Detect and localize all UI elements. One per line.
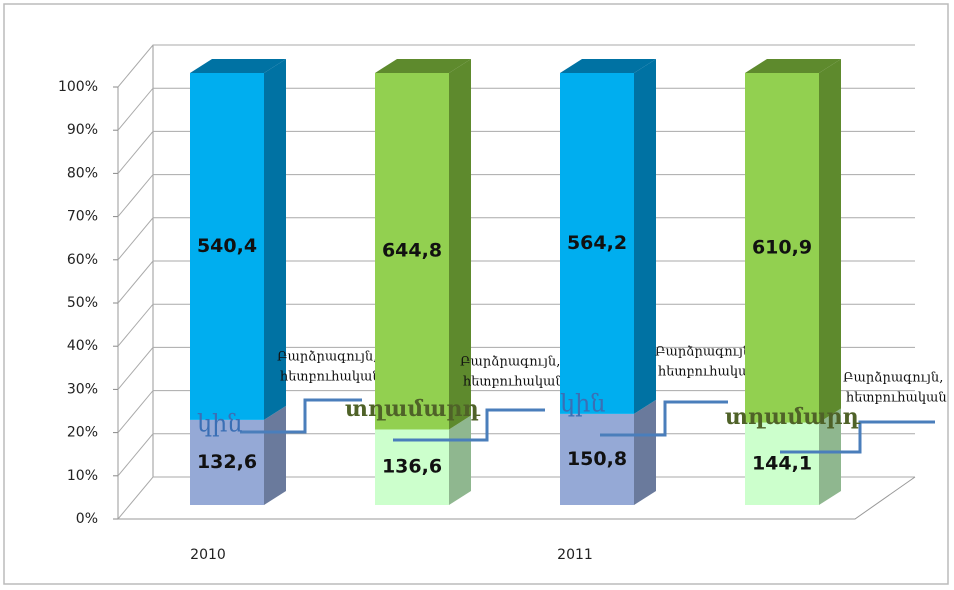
annotation: Բարձրագույն, bbox=[655, 345, 755, 360]
grid-line bbox=[117, 346, 915, 390]
data-label: 150,8 bbox=[567, 448, 627, 470]
annotation: հետբուհական bbox=[846, 391, 947, 406]
x-tick-label: 2010 bbox=[190, 547, 226, 563]
floor bbox=[118, 476, 916, 520]
grid-line bbox=[117, 260, 915, 304]
bar-top bbox=[560, 59, 656, 73]
bar-side bbox=[264, 405, 286, 505]
data-label: 610,9 bbox=[752, 236, 812, 258]
grid-line bbox=[117, 44, 915, 88]
annotation-line bbox=[393, 408, 545, 442]
grid-line bbox=[117, 87, 915, 131]
data-label: 644,8 bbox=[382, 240, 442, 262]
grid-line bbox=[117, 174, 915, 217]
annotation-line bbox=[600, 400, 728, 437]
bar bbox=[190, 73, 264, 420]
grid-line bbox=[117, 476, 915, 520]
data-label: 136,6 bbox=[382, 456, 442, 478]
series-name: տղամարդ bbox=[345, 396, 480, 422]
bar-side bbox=[634, 59, 656, 414]
annotation-line bbox=[780, 420, 935, 454]
bar bbox=[375, 429, 449, 505]
y-tick-label: 10% bbox=[67, 468, 98, 484]
annotation: հետբուհական bbox=[463, 375, 564, 390]
grid-line bbox=[117, 303, 915, 347]
y-tick-label: 60% bbox=[67, 252, 98, 268]
bar-side bbox=[264, 59, 286, 420]
annotation-line bbox=[240, 398, 362, 434]
y-tick-label: 50% bbox=[67, 295, 98, 311]
series-name: կին bbox=[560, 390, 606, 418]
annotation: Բարձրագույն, bbox=[277, 350, 377, 365]
x-tick-label: 2011 bbox=[557, 547, 593, 563]
bar bbox=[190, 419, 264, 505]
bar-side bbox=[819, 59, 841, 423]
bar-top bbox=[745, 59, 841, 73]
y-tick-label: 100% bbox=[58, 79, 98, 95]
annotation: հետբուհական bbox=[280, 370, 381, 385]
annotation: Բարձրագույն, bbox=[843, 371, 943, 386]
series-name: տղամարդ bbox=[725, 404, 860, 430]
bar bbox=[745, 73, 819, 423]
data-label: 540,4 bbox=[197, 235, 257, 257]
series-name: կին bbox=[197, 410, 243, 438]
bar-side bbox=[449, 59, 471, 430]
y-tick-label: 30% bbox=[67, 381, 98, 397]
annotation: Բարձրագույն, bbox=[460, 355, 560, 370]
bar-side bbox=[819, 408, 841, 505]
y-tick-label: 70% bbox=[67, 209, 98, 225]
bar-top bbox=[375, 59, 471, 73]
data-label: 132,6 bbox=[197, 451, 257, 473]
bar-top bbox=[190, 59, 286, 73]
y-tick-label: 0% bbox=[76, 511, 98, 527]
y-tick-label: 20% bbox=[67, 425, 98, 441]
y-tick-label: 40% bbox=[67, 338, 98, 354]
grid-line bbox=[117, 390, 915, 433]
grid-line bbox=[117, 130, 915, 174]
bar bbox=[375, 73, 449, 430]
data-label: 564,2 bbox=[567, 232, 627, 254]
bar-side bbox=[449, 415, 471, 505]
y-tick-label: 80% bbox=[67, 165, 98, 181]
annotation: հետբուհական bbox=[658, 365, 759, 380]
y-tick-label: 90% bbox=[67, 122, 98, 138]
bar bbox=[560, 73, 634, 414]
data-label: 144,1 bbox=[752, 452, 812, 474]
bar bbox=[560, 413, 634, 505]
bar bbox=[745, 422, 819, 505]
bar-side bbox=[634, 399, 656, 505]
grid-line bbox=[117, 217, 915, 261]
